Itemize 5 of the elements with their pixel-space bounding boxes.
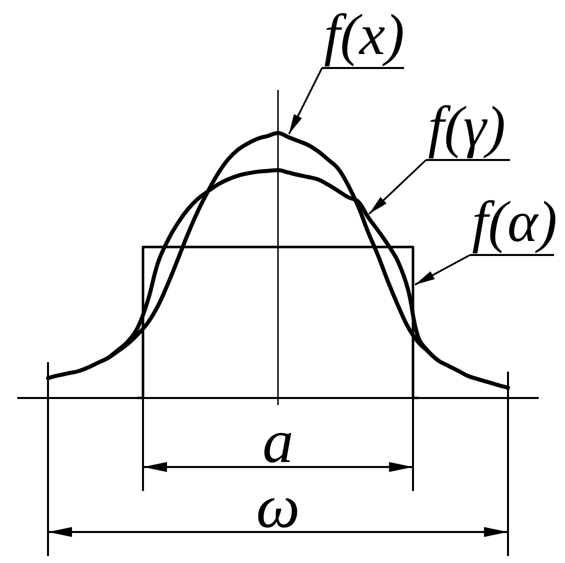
text: ω xyxy=(256,473,300,541)
legend-label: f(γ) xyxy=(428,94,506,159)
text: a xyxy=(262,408,294,476)
series-label: f(x) xyxy=(324,2,404,67)
legend-label: f(α) xyxy=(472,189,558,254)
